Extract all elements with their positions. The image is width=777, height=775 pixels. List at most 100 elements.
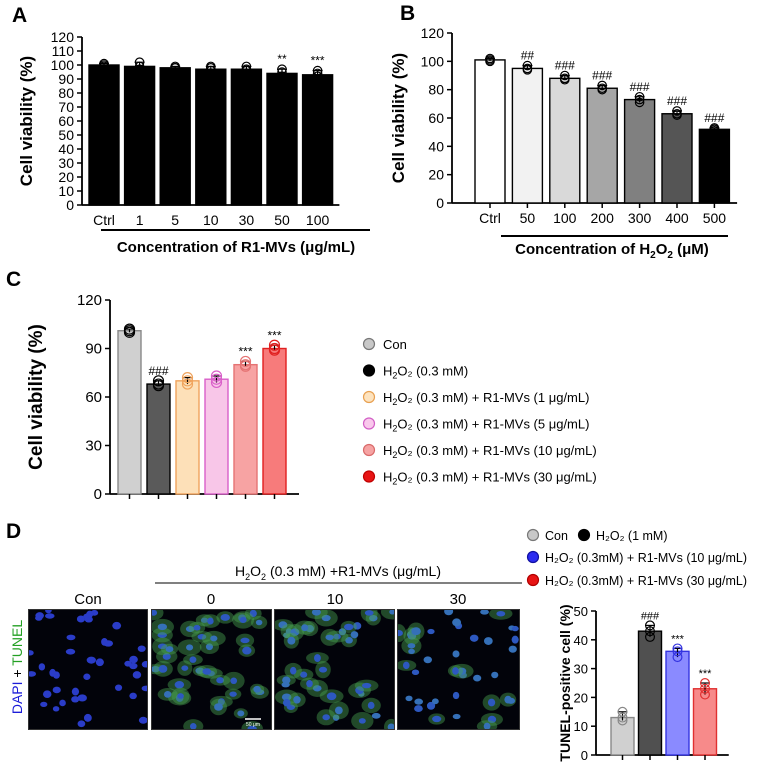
y-tick-label: 120 (421, 25, 445, 41)
data-point (699, 689, 710, 700)
x-tick-label: 300 (628, 210, 652, 226)
cell-nucleus (355, 686, 364, 695)
cell-nucleus (511, 625, 519, 632)
cell-nucleus (387, 723, 394, 729)
cell-nucleus (361, 682, 372, 689)
bar (511, 67, 544, 204)
y-tick-label: 60 (428, 110, 444, 126)
cell-nucleus (141, 685, 147, 692)
legend-marker (362, 470, 376, 483)
data-point (134, 61, 145, 72)
bar (665, 650, 690, 756)
y-tick-label: 90 (58, 71, 74, 87)
y-tick-label: 0 (66, 197, 74, 213)
scale-bar-label: 50 μm (246, 722, 260, 728)
significance-label: ### (630, 80, 650, 94)
micrograph-cells (398, 610, 519, 729)
y-tick-label: 10 (58, 183, 74, 199)
cell-nucleus (408, 648, 415, 655)
micrograph-label: 10 (327, 591, 344, 608)
cell-nucleus (427, 628, 435, 635)
significance-label: *** (238, 344, 252, 358)
cell-nucleus (229, 691, 237, 697)
cell-nucleus (42, 690, 52, 698)
cell-nucleus (71, 687, 80, 696)
x-tick-label: 50 (520, 210, 536, 226)
significance-label: *** (699, 668, 713, 680)
significance-label: ### (667, 94, 687, 108)
y-tick-label: 100 (51, 57, 75, 73)
cell-nucleus (186, 644, 194, 651)
data-point (672, 106, 682, 116)
cell-nucleus (29, 650, 34, 656)
cell-nucleus (214, 703, 223, 711)
cell-nucleus (452, 667, 459, 675)
cell-nucleus (141, 661, 147, 668)
micrograph-image: 50 μm (151, 609, 272, 730)
bar (661, 113, 693, 204)
legend-marker (526, 573, 540, 587)
y-tick-label: 40 (58, 141, 74, 157)
x-tick-label: Ctrl (93, 212, 115, 228)
data-point (241, 64, 252, 74)
cell-nucleus (163, 690, 172, 698)
x-tick-label: 5 (171, 212, 179, 228)
legend-label: H₂O₂ (0.3mM) + R1-MVs (10 μg/mL) (545, 551, 747, 565)
y-axis-label: Cell viability (%) (26, 324, 47, 470)
x-tick-label: 10 (203, 212, 219, 228)
y-tick-label: 50 (574, 604, 588, 619)
cell-nucleus (423, 656, 433, 664)
x-tick-label: 100 (306, 212, 330, 228)
data-point (277, 67, 287, 77)
cell-nucleus (285, 628, 293, 635)
y-tick-label: 40 (428, 138, 444, 154)
micrograph-cells (275, 610, 394, 729)
cell-nucleus (312, 685, 322, 692)
x-axis-label: Concentration of R1-MVs (μg/mL) (117, 239, 355, 256)
cell-cytoplasm (241, 721, 263, 729)
data-point (634, 97, 645, 108)
cell-nucleus (71, 696, 80, 703)
cell-nucleus (49, 668, 56, 677)
bar (549, 77, 581, 204)
cell-nucleus (210, 635, 218, 642)
data-point (597, 80, 607, 91)
data-point (617, 706, 628, 717)
significance-label: ### (555, 59, 575, 73)
cell-nucleus (282, 676, 291, 684)
significance-label: ### (148, 364, 168, 378)
cell-nucleus (35, 615, 43, 621)
legend-marker (362, 337, 376, 351)
panel-letter-c: C (6, 268, 21, 291)
cell-nucleus (511, 635, 519, 644)
cell-nucleus (405, 695, 413, 702)
micrograph-image (274, 609, 395, 730)
significance-label: ### (641, 610, 660, 622)
legend-label: H2O₂ (0.3 mM) + R1-MVs (30 μg/mL) (383, 470, 597, 487)
bar (88, 64, 120, 206)
cell-nucleus (426, 701, 436, 710)
cell-nucleus (83, 673, 91, 680)
panel-letter-a: A (12, 4, 27, 27)
y-tick-label: 60 (58, 113, 74, 129)
data-point (644, 620, 655, 631)
cell-nucleus (114, 684, 123, 691)
bar (117, 330, 142, 495)
x-tick-label: 30 (239, 212, 255, 228)
data-point (181, 372, 194, 384)
cell-nucleus (132, 671, 142, 679)
cell-nucleus (483, 722, 491, 729)
micrograph-image (28, 609, 148, 730)
bar (637, 630, 663, 756)
micrograph-cells (29, 610, 147, 728)
y-tick-label: 0 (94, 486, 102, 503)
cell-nucleus (45, 613, 55, 619)
legend-label: Con (383, 337, 407, 352)
y-tick-label: 20 (428, 167, 444, 183)
data-point (152, 375, 165, 387)
micrograph-cells: 50 μm (152, 610, 269, 729)
significance-label: ## (521, 49, 535, 63)
cell-nucleus (77, 694, 87, 702)
data-point (268, 342, 281, 355)
cell-nucleus (239, 616, 247, 623)
